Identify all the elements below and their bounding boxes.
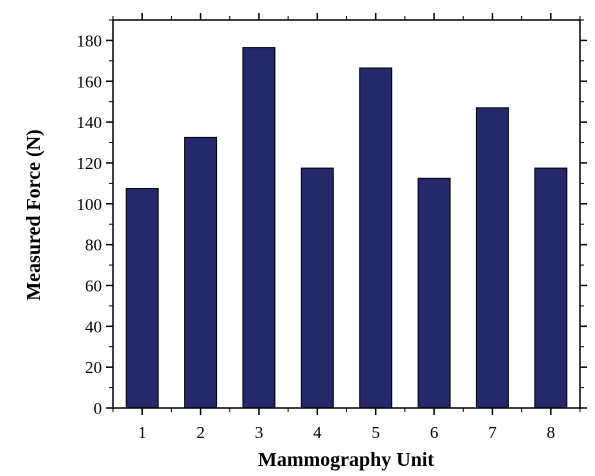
bar-1 xyxy=(125,188,159,409)
bar-7 xyxy=(475,107,509,409)
y-tick-label-20: 20 xyxy=(85,358,102,377)
y-tick-label-160: 160 xyxy=(77,72,103,91)
bar-2 xyxy=(184,136,218,409)
y-tick-label-60: 60 xyxy=(85,276,102,295)
y-tick-label-140: 140 xyxy=(77,113,103,132)
bar-5 xyxy=(359,67,393,409)
y-axis-title: Measured Force (N) xyxy=(23,129,45,300)
x-tick-label-8: 8 xyxy=(547,423,556,442)
y-ticks-group: 0 20 40 60 80 100 120 140 160 180 xyxy=(77,19,587,418)
x-tick-label-5: 5 xyxy=(371,423,380,442)
y-tick-label-80: 80 xyxy=(85,236,102,255)
bar-8 xyxy=(534,167,568,409)
y-tick-label-0: 0 xyxy=(94,399,103,418)
bar-4 xyxy=(300,167,334,409)
x-tick-label-7: 7 xyxy=(488,423,497,442)
x-tick-label-4: 4 xyxy=(313,423,322,442)
y-tick-label-120: 120 xyxy=(77,154,103,173)
x-tick-label-3: 3 xyxy=(255,423,264,442)
x-ticks-group: 1 2 3 4 5 6 7 8 xyxy=(112,13,581,442)
x-tick-label-1: 1 xyxy=(138,423,147,442)
y-tick-label-100: 100 xyxy=(77,195,103,214)
bar-3 xyxy=(242,47,276,409)
y-tick-label-40: 40 xyxy=(85,317,102,336)
x-axis-title: Mammography Unit xyxy=(258,449,434,471)
x-tick-label-6: 6 xyxy=(430,423,439,442)
y-tick-label-180: 180 xyxy=(77,31,103,50)
x-tick-label-2: 2 xyxy=(196,423,205,442)
bar-6 xyxy=(417,177,451,409)
bars-group xyxy=(125,47,568,409)
